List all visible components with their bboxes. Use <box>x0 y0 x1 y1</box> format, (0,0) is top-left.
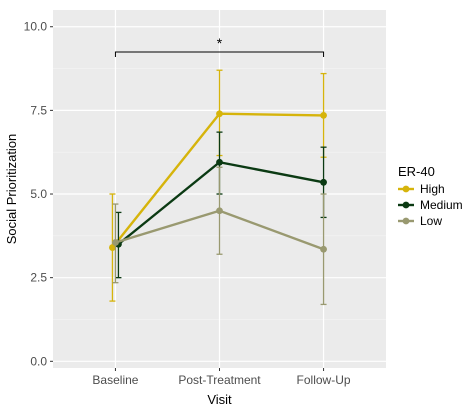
legend-marker <box>402 185 410 193</box>
data-point <box>216 110 223 118</box>
legend-title: ER-40 <box>398 164 435 179</box>
x-axis: Baseline Post-Treatment Follow-Up <box>92 368 351 387</box>
legend-item-low: Low <box>398 214 442 228</box>
x-axis-title: Visit <box>207 392 232 407</box>
y-tick-label: 7.5 <box>30 103 47 117</box>
y-tick-label: 2.5 <box>30 271 47 285</box>
data-point <box>109 244 116 251</box>
legend-marker <box>402 201 410 209</box>
x-tick-label: Follow-Up <box>297 373 351 387</box>
legend-item-high: High <box>398 182 445 196</box>
data-point <box>216 158 223 166</box>
series-low <box>112 166 327 306</box>
data-point <box>320 245 327 253</box>
legend-marker <box>402 217 410 225</box>
data-point <box>216 207 223 215</box>
significance-label: * <box>217 35 223 51</box>
legend-label: Medium <box>420 198 463 212</box>
series-layer <box>109 69 327 306</box>
y-tick-label: 0.0 <box>30 354 47 368</box>
y-tick-label: 10.0 <box>24 20 48 34</box>
significance-bracket <box>114 51 325 57</box>
data-point <box>320 178 327 186</box>
data-point <box>112 239 119 246</box>
legend-label: High <box>420 182 445 196</box>
x-tick-label: Baseline <box>92 373 138 387</box>
y-axis: 0.0 2.5 5.0 7.5 10.0 <box>24 20 53 368</box>
legend: ER-40 High Medium Low <box>398 164 463 228</box>
data-point <box>320 111 327 119</box>
significance-annotation: * <box>114 35 325 57</box>
y-tick-label: 5.0 <box>30 187 47 201</box>
legend-label: Low <box>420 214 442 228</box>
legend-item-medium: Medium <box>398 198 463 212</box>
x-tick-label: Post-Treatment <box>178 373 261 387</box>
y-axis-title: Social Prioritization <box>4 134 19 245</box>
